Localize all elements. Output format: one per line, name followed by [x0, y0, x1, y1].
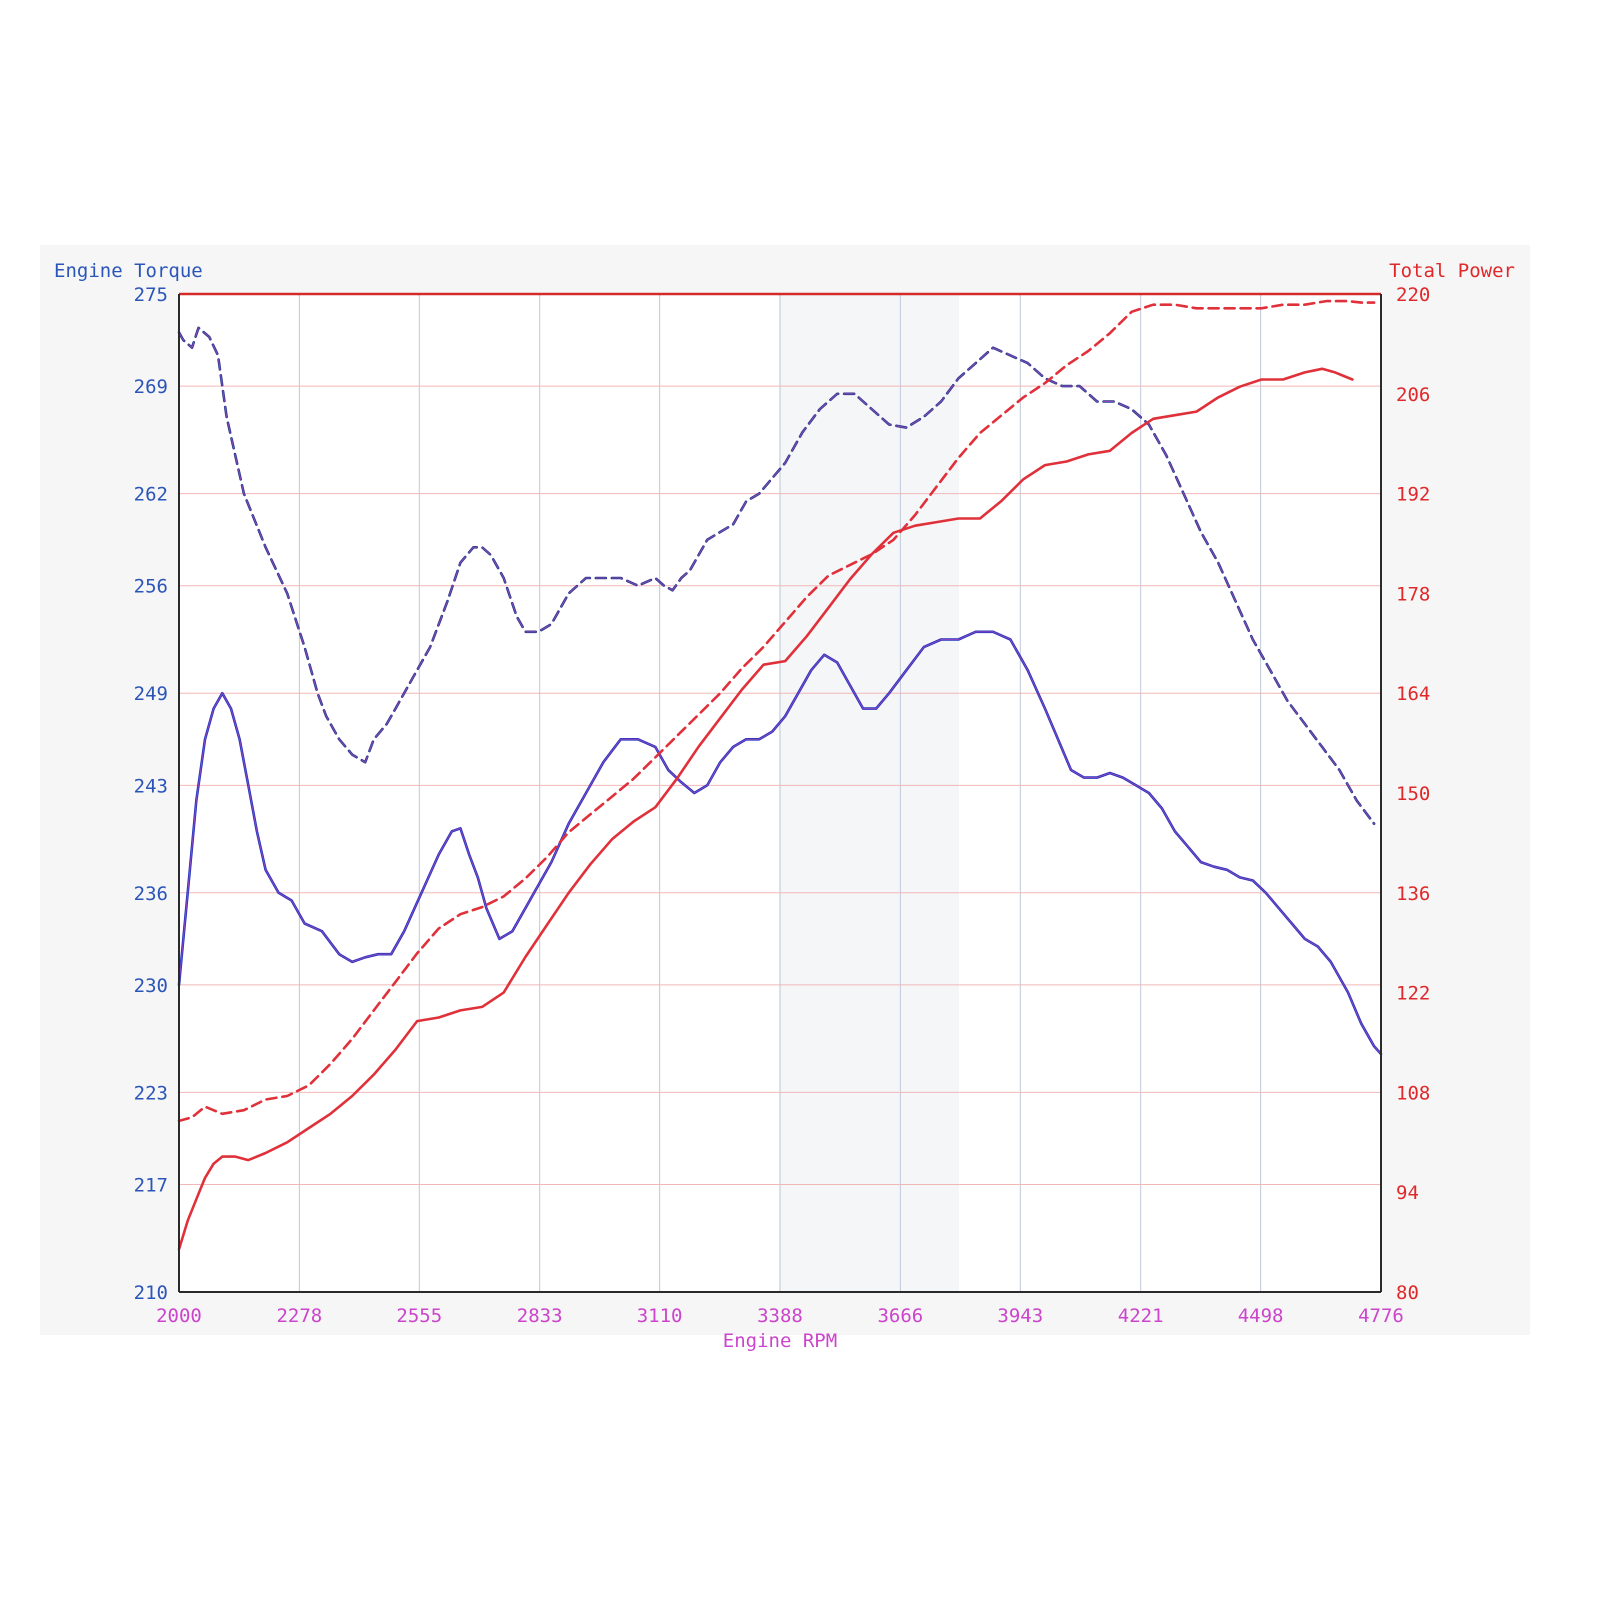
right-tick-label: 206 — [1396, 384, 1430, 406]
x-tick-label: 4776 — [1358, 1305, 1404, 1327]
right-tick-label: 94 — [1396, 1182, 1419, 1204]
right-tick-label: 178 — [1396, 583, 1430, 605]
left-tick-label: 249 — [134, 683, 168, 705]
x-tick-label: 4221 — [1118, 1305, 1164, 1327]
right-axis-title: Total Power — [1389, 260, 1515, 282]
right-tick-label: 108 — [1396, 1082, 1430, 1104]
left-tick-label: 236 — [134, 883, 168, 905]
power-dashed-line — [177, 299, 1376, 1123]
x-tick-label: 4498 — [1238, 1305, 1284, 1327]
left-axis-title: Engine Torque — [54, 260, 203, 282]
right-tick-label: 220 — [1396, 284, 1430, 306]
torque-solid-highlight — [178, 631, 1382, 1055]
left-tick-label: 230 — [134, 975, 168, 997]
right-tick-label: 192 — [1396, 484, 1430, 506]
x-tick-label: 2278 — [276, 1305, 322, 1327]
left-tick-label: 223 — [134, 1082, 168, 1104]
left-tick-label: 210 — [134, 1282, 168, 1304]
left-tick-label: 262 — [134, 484, 168, 506]
left-tick-label: 269 — [134, 376, 168, 398]
right-tick-label: 150 — [1396, 783, 1430, 805]
series-layer — [177, 299, 1383, 1251]
plot-shade — [779, 294, 959, 1292]
x-tick-label: 3666 — [877, 1305, 923, 1327]
left-tick-label: 275 — [134, 284, 168, 306]
right-tick-label: 164 — [1396, 683, 1430, 705]
right-tick-label: 136 — [1396, 883, 1430, 905]
right-tick-label: 80 — [1396, 1282, 1419, 1304]
right-tick-label: 122 — [1396, 983, 1430, 1005]
x-axis-title: Engine RPM — [723, 1330, 837, 1352]
left-tick-label: 243 — [134, 775, 168, 797]
plot-frame — [178, 292, 1382, 1293]
x-tick-label: 3110 — [637, 1305, 683, 1327]
x-tick-label: 2833 — [517, 1305, 563, 1327]
x-tick-label: 2555 — [396, 1305, 442, 1327]
left-tick-label: 217 — [134, 1175, 168, 1197]
x-tick-label: 2000 — [156, 1305, 202, 1327]
torque-dashed-highlight — [178, 327, 1375, 825]
x-tick-label: 3388 — [757, 1305, 803, 1327]
x-tick-label: 3943 — [997, 1305, 1043, 1327]
grid — [179, 294, 1381, 1292]
power-solid-line — [177, 367, 1354, 1251]
left-tick-label: 256 — [134, 576, 168, 598]
axis-labels: 210 217 223 230 236 243 249 256 262 269 275 80 94 108… — [54, 260, 1515, 1352]
